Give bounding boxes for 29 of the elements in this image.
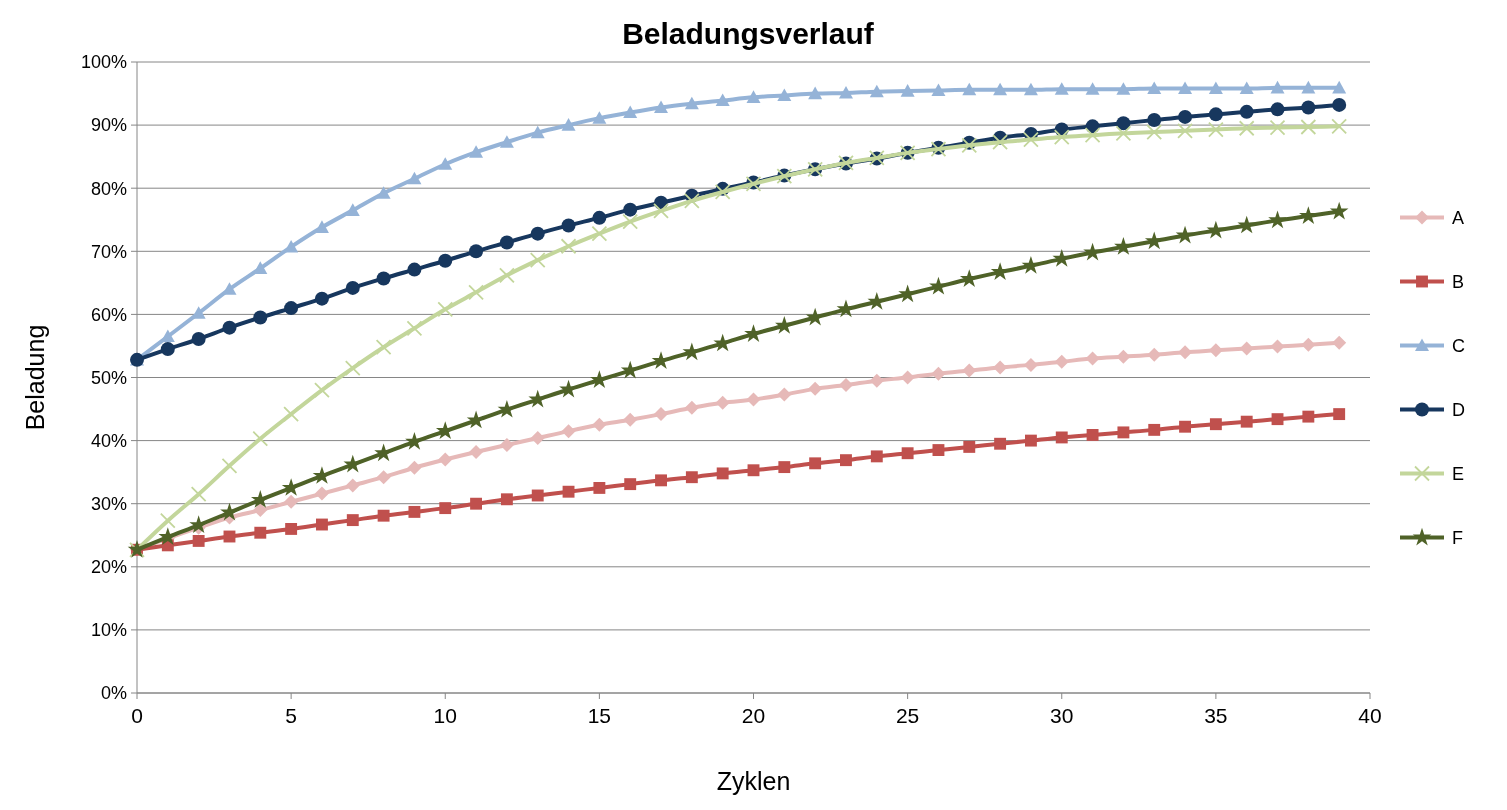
x-tick-label: 30 <box>1050 704 1074 727</box>
x-tick-label: 25 <box>895 704 920 727</box>
y-tick-label: 80% <box>90 178 127 199</box>
x-axis-title: Zyklen <box>716 767 791 795</box>
x-tick-label: 5 <box>285 704 297 727</box>
x-tick-label: 40 <box>1358 704 1382 727</box>
legend-label: E <box>1452 463 1465 484</box>
legend-label: B <box>1452 271 1465 292</box>
y-tick-label: 70% <box>90 241 127 262</box>
x-tick-label: 0 <box>131 704 143 727</box>
y-tick-label: 100% <box>80 52 127 73</box>
y-tick-label: 50% <box>90 367 127 388</box>
x-tick-label: 20 <box>741 704 766 727</box>
y-tick-label: 60% <box>90 304 127 325</box>
x-tick-label: 15 <box>587 704 612 727</box>
y-tick-label: 10% <box>90 620 127 641</box>
y-tick-label: 30% <box>90 494 127 514</box>
y-tick-label: 0% <box>100 683 127 704</box>
y-axis-title: Beladung <box>21 324 49 431</box>
legend-label: A <box>1452 207 1465 228</box>
legend-label: C <box>1452 335 1465 356</box>
x-tick-label: 35 <box>1204 704 1228 727</box>
y-tick-label: 20% <box>90 557 127 578</box>
y-tick-label: 40% <box>90 430 127 451</box>
chart-title: Beladungsverlauf <box>622 17 875 50</box>
legend-label: F <box>1452 527 1463 548</box>
x-tick-label: 10 <box>433 704 457 727</box>
legend-label: D <box>1452 399 1465 420</box>
y-tick-label: 90% <box>90 115 127 136</box>
